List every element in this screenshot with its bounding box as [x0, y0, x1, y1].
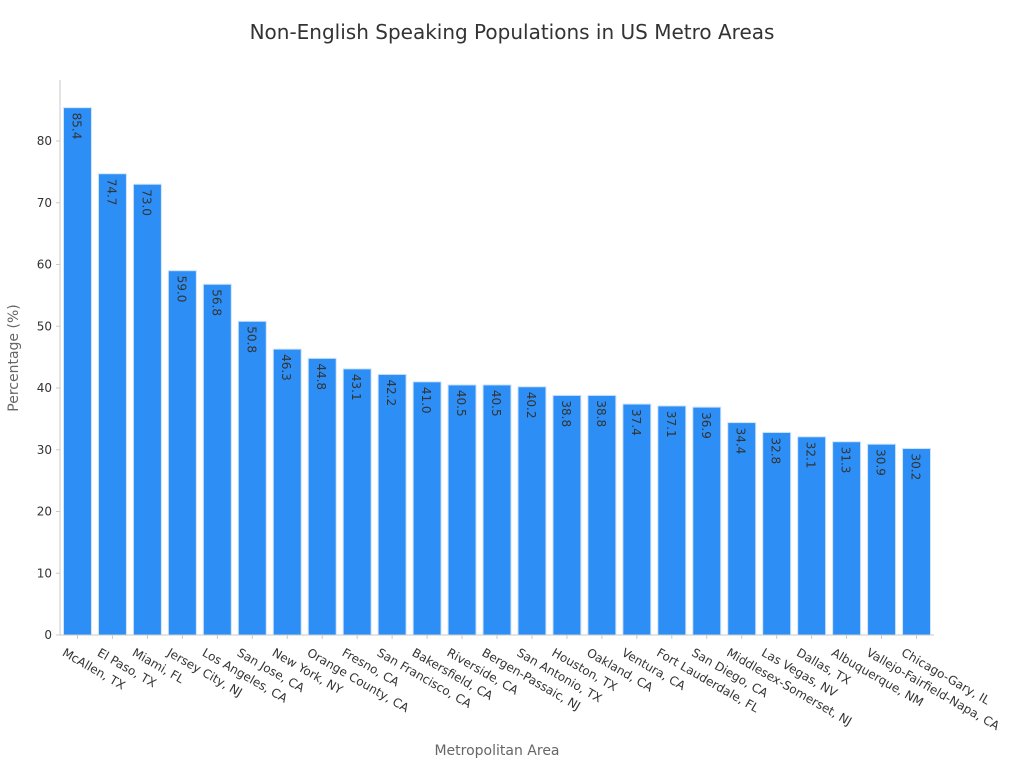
bar	[657, 405, 687, 636]
bar-value-label: 38.8	[559, 400, 573, 427]
bar-value-label: 50.8	[244, 326, 258, 353]
bar	[63, 107, 92, 636]
y-tick-label: 70	[37, 196, 52, 210]
bar-value-label: 32.8	[769, 437, 783, 464]
bar-value-label: 30.9	[874, 449, 888, 476]
y-tick-label: 20	[37, 505, 52, 519]
bar-value-label: 85.4	[69, 113, 83, 140]
bar-value-label: 32.1	[804, 442, 818, 469]
bar	[482, 384, 512, 636]
y-tick-label: 30	[37, 443, 52, 457]
bar	[132, 183, 162, 636]
bar-value-label: 46.3	[279, 354, 293, 381]
bar-value-label: 31.3	[839, 447, 853, 474]
bar-value-label: 41.0	[419, 387, 433, 414]
bar-value-label: 56.8	[209, 289, 223, 316]
bar-value-label: 44.8	[314, 363, 328, 390]
bar	[902, 448, 932, 636]
y-tick-label: 60	[37, 258, 52, 272]
bar	[867, 443, 897, 636]
bar	[167, 270, 197, 636]
bar	[377, 373, 407, 636]
y-axis: 0 10 20 30 40 50 60 70 80	[37, 80, 61, 642]
bar-value-label: 34.4	[734, 428, 748, 455]
bars	[63, 107, 932, 636]
bar	[412, 381, 442, 636]
data-labels: 85.4 74.7 73.0 59.0 56.8 50.8 46.3 44.8 43.1 42.2…	[69, 113, 922, 481]
bar	[447, 384, 477, 636]
bar-value-label: 73.0	[139, 189, 153, 216]
bar	[307, 357, 337, 636]
y-axis-label: Percentage (%)	[6, 304, 22, 411]
bar-value-label: 42.2	[384, 379, 398, 406]
bar	[517, 386, 547, 636]
bar-value-label: 30.2	[909, 454, 923, 481]
bar	[97, 173, 127, 636]
x-axis-label: Metropolitan Area	[434, 743, 559, 759]
bar-value-label: 40.5	[489, 390, 503, 417]
bar	[692, 406, 722, 636]
bar	[727, 422, 757, 636]
y-tick-label: 50	[37, 319, 52, 333]
y-tick-label: 40	[37, 381, 52, 395]
bar	[552, 394, 582, 636]
bar	[797, 436, 827, 636]
y-tick-label: 80	[37, 134, 52, 148]
bar-value-label: 40.2	[524, 392, 538, 419]
bar-value-label: 37.1	[664, 411, 678, 438]
bar-value-label: 43.1	[349, 374, 363, 401]
bar	[622, 403, 652, 636]
y-tick-label: 10	[37, 566, 52, 580]
bar-value-label: 37.4	[629, 409, 643, 436]
bar-value-label: 36.9	[699, 412, 713, 439]
bar-value-label: 59.0	[174, 276, 188, 303]
bar-value-label: 38.8	[594, 400, 608, 427]
bar-value-label: 74.7	[104, 179, 118, 206]
bar	[587, 394, 617, 636]
bar	[237, 320, 267, 636]
bar	[762, 431, 792, 636]
bar	[272, 348, 302, 636]
y-tick-label: 0	[44, 628, 52, 642]
bar	[342, 368, 372, 636]
bar-value-label: 40.5	[454, 390, 468, 417]
bar	[202, 283, 232, 636]
chart-title: Non-English Speaking Populations in US M…	[250, 20, 775, 44]
